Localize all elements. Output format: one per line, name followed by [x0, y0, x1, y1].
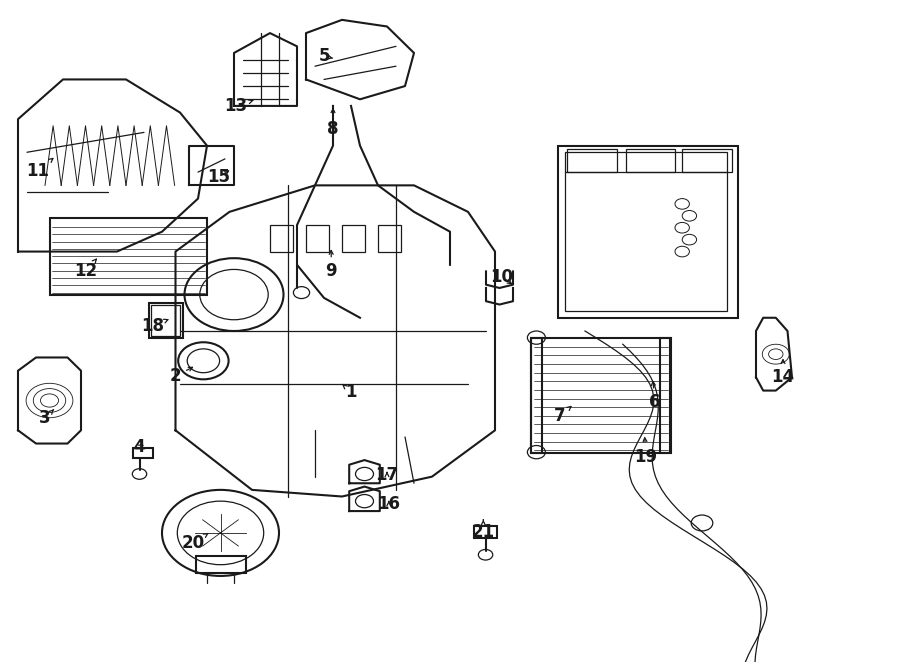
Text: 14: 14 [771, 359, 795, 387]
Bar [474, 526, 497, 538]
Bar [626, 149, 675, 172]
Bar [306, 225, 328, 252]
Text: 21: 21 [472, 520, 495, 541]
Bar [148, 303, 183, 338]
Text: 9: 9 [326, 250, 337, 281]
Bar [531, 338, 542, 453]
Bar [50, 218, 207, 295]
Text: 19: 19 [634, 438, 658, 466]
Text: 7: 7 [554, 406, 572, 425]
Text: 12: 12 [74, 259, 97, 281]
Text: 20: 20 [182, 534, 208, 552]
Bar [565, 152, 727, 311]
Text: 18: 18 [141, 316, 168, 335]
Text: 5: 5 [319, 47, 333, 66]
Bar [567, 149, 616, 172]
Bar [660, 338, 670, 453]
Text: 3: 3 [40, 409, 54, 428]
Bar [196, 556, 246, 573]
Text: 16: 16 [377, 495, 400, 514]
Text: 8: 8 [328, 109, 338, 138]
Text: 13: 13 [224, 97, 253, 115]
Text: 17: 17 [375, 466, 399, 485]
Bar [133, 448, 153, 458]
Text: 1: 1 [342, 383, 356, 401]
Bar [558, 146, 738, 318]
Text: 15: 15 [207, 167, 230, 186]
Bar [342, 225, 364, 252]
Text: 2: 2 [170, 367, 193, 385]
Bar [682, 149, 732, 172]
Text: 10: 10 [490, 267, 513, 286]
Text: 6: 6 [650, 381, 661, 412]
Bar [531, 338, 670, 453]
Text: 11: 11 [26, 158, 53, 180]
Bar [270, 225, 292, 252]
Text: 4: 4 [134, 438, 145, 456]
Bar [151, 305, 180, 336]
Bar [378, 225, 400, 252]
